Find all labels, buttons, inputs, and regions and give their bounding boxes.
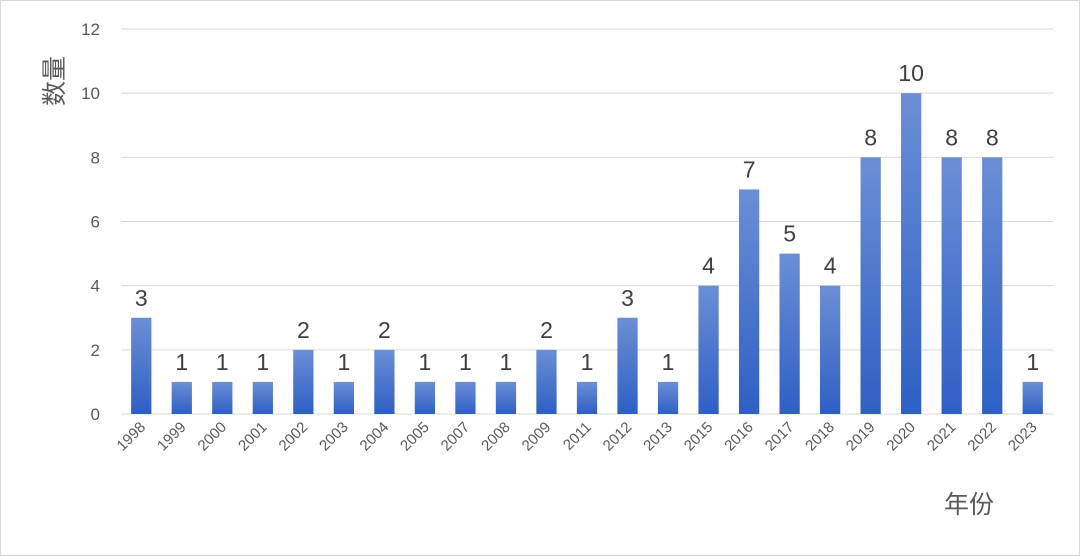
bar (293, 349, 314, 414)
data-label: 7 (743, 156, 756, 182)
x-tick-label: 2005 (397, 419, 433, 455)
bar (982, 157, 1003, 415)
y-tick-label: 0 (91, 405, 100, 424)
data-labels: 3 1 1 1 2 1 2 1 1 1 2 1 3 1 4 7 5 4 8 10 8 8 1 (135, 60, 1039, 375)
bars (131, 93, 1043, 415)
data-label: 1 (459, 349, 472, 375)
x-tick-label: 2004 (357, 419, 393, 455)
data-label: 1 (216, 349, 229, 375)
x-tick-label: 2011 (560, 419, 595, 454)
bar (901, 93, 922, 415)
data-label: 8 (986, 124, 999, 150)
y-tick-label: 6 (91, 213, 100, 232)
y-tick-label: 4 (91, 277, 100, 296)
x-tick-label: 2009 (519, 419, 555, 455)
x-tick-label: 2016 (721, 419, 757, 455)
data-label: 5 (783, 221, 796, 247)
bar (374, 349, 395, 414)
x-axis-ticks: 1998 1999 2000 2001 2002 2003 2004 2005 2007 2008… (113, 419, 1040, 455)
data-label: 2 (540, 317, 553, 343)
bar (1022, 381, 1043, 414)
data-label: 4 (702, 253, 715, 279)
bar (698, 285, 719, 414)
data-label: 8 (864, 124, 877, 150)
data-label: 1 (500, 349, 513, 375)
x-tick-label: 2007 (438, 419, 474, 455)
bar (941, 157, 962, 415)
bar (576, 381, 598, 414)
y-axis-ticks: 0 2 4 6 8 10 12 (81, 20, 100, 424)
x-tick-label: 2022 (964, 419, 1000, 455)
x-tick-label: 2023 (1005, 419, 1041, 455)
bar (495, 381, 517, 414)
x-tick-label: 2017 (762, 419, 798, 455)
bar (171, 381, 192, 414)
bar (657, 381, 679, 414)
data-label: 3 (135, 285, 148, 311)
data-label: 1 (175, 349, 188, 375)
bar (252, 381, 273, 414)
data-label: 8 (945, 124, 958, 150)
y-tick-label: 8 (91, 148, 100, 167)
bar (414, 381, 436, 414)
data-label: 2 (297, 317, 310, 343)
x-tick-label: 2008 (478, 419, 514, 455)
bar (455, 381, 476, 414)
x-tick-label: 2019 (843, 419, 879, 455)
data-label: 1 (581, 349, 594, 375)
y-tick-label: 2 (91, 341, 100, 360)
data-label: 1 (256, 349, 269, 375)
data-label: 3 (621, 285, 634, 311)
x-tick-label: 2015 (681, 419, 717, 455)
x-tick-label: 2013 (640, 419, 676, 455)
bar (738, 189, 760, 414)
x-tick-label: 2000 (195, 419, 231, 455)
x-tick-label: 2021 (924, 419, 960, 455)
data-label: 1 (337, 349, 350, 375)
x-tick-label: 2001 (235, 419, 271, 455)
x-tick-label: 2020 (883, 419, 919, 455)
data-label: 1 (419, 349, 432, 375)
bar (860, 157, 881, 415)
x-tick-label: 2002 (276, 419, 312, 455)
bar (333, 381, 354, 414)
bar (820, 285, 841, 414)
data-label: 1 (662, 349, 675, 375)
data-label: 10 (898, 60, 924, 86)
data-label: 4 (824, 253, 837, 279)
bar (617, 317, 638, 414)
x-tick-label: 1999 (154, 419, 190, 455)
y-axis-title: 数量 (41, 56, 69, 106)
y-tick-label: 10 (81, 84, 100, 103)
bar (536, 349, 557, 414)
gridlines (121, 28, 1053, 415)
bar (131, 317, 152, 414)
data-label: 1 (1026, 349, 1039, 375)
x-tick-label: 2003 (316, 419, 352, 455)
y-tick-label: 12 (81, 20, 100, 39)
x-tick-label: 1998 (113, 419, 149, 455)
x-tick-label: 2018 (802, 419, 838, 455)
data-label: 2 (378, 317, 391, 343)
x-tick-label: 2012 (600, 419, 636, 455)
bar (779, 253, 800, 414)
bar (212, 381, 233, 414)
x-axis-title: 年份 (944, 491, 994, 519)
